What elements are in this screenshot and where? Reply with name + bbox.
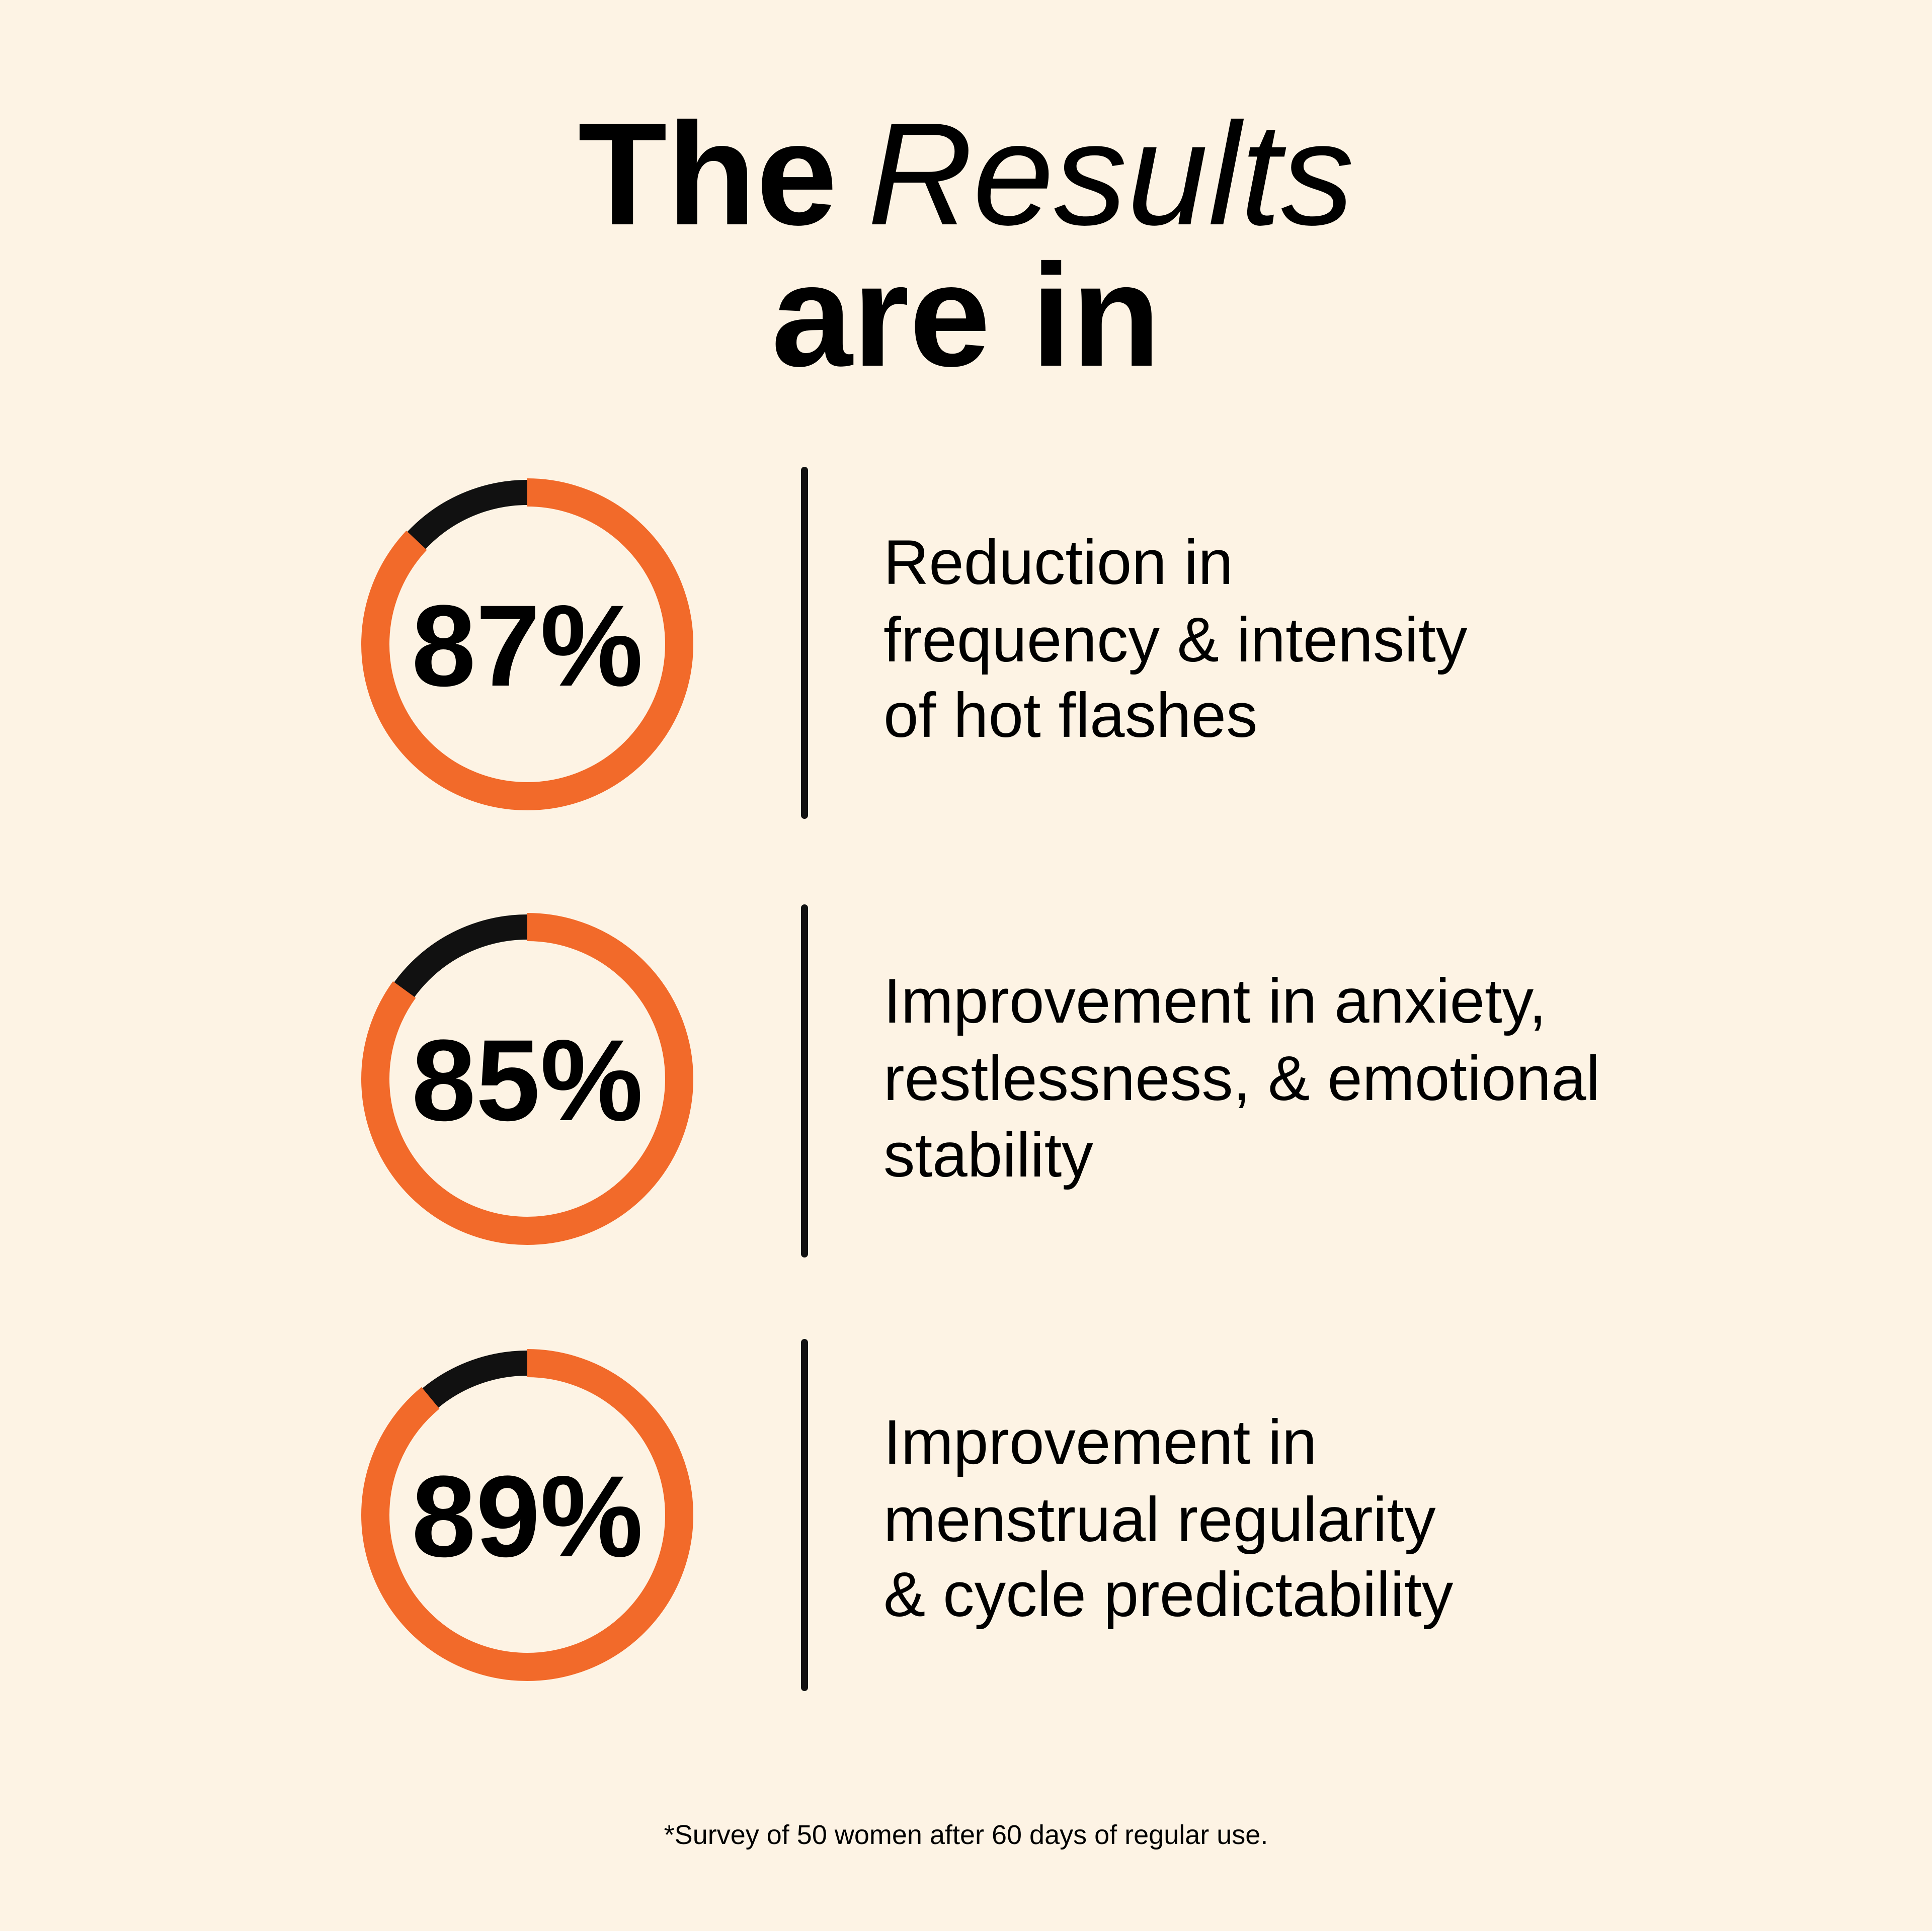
description-line: Improvement in (883, 1407, 1317, 1477)
donut-arc (361, 913, 693, 1245)
donut-arc (361, 1349, 693, 1681)
description-line: menstrual regularity (883, 1485, 1436, 1555)
donut-value-label: 87% (412, 581, 643, 710)
description-line: Reduction in (883, 528, 1233, 598)
footnote: *Survey of 50 women after 60 days of reg… (664, 1820, 1268, 1850)
donut-value-label: 89% (412, 1452, 643, 1581)
description-line: of hot flashes (883, 681, 1258, 750)
title-line-1: The Results (578, 93, 1354, 256)
title-word-italic: Results (867, 93, 1354, 256)
description-line: & cycle predictability (883, 1560, 1454, 1630)
description-line: Improvement in anxiety, (883, 966, 1547, 1036)
donut-value-label: 85% (412, 1016, 643, 1145)
title-word: The (578, 93, 838, 256)
donut-arc (361, 478, 693, 810)
description-line: stability (883, 1120, 1093, 1190)
description-line: restlessness, & emotional (883, 1044, 1600, 1114)
title-line-2: are in (771, 234, 1161, 397)
description-line: frequency & intensity (883, 605, 1468, 675)
